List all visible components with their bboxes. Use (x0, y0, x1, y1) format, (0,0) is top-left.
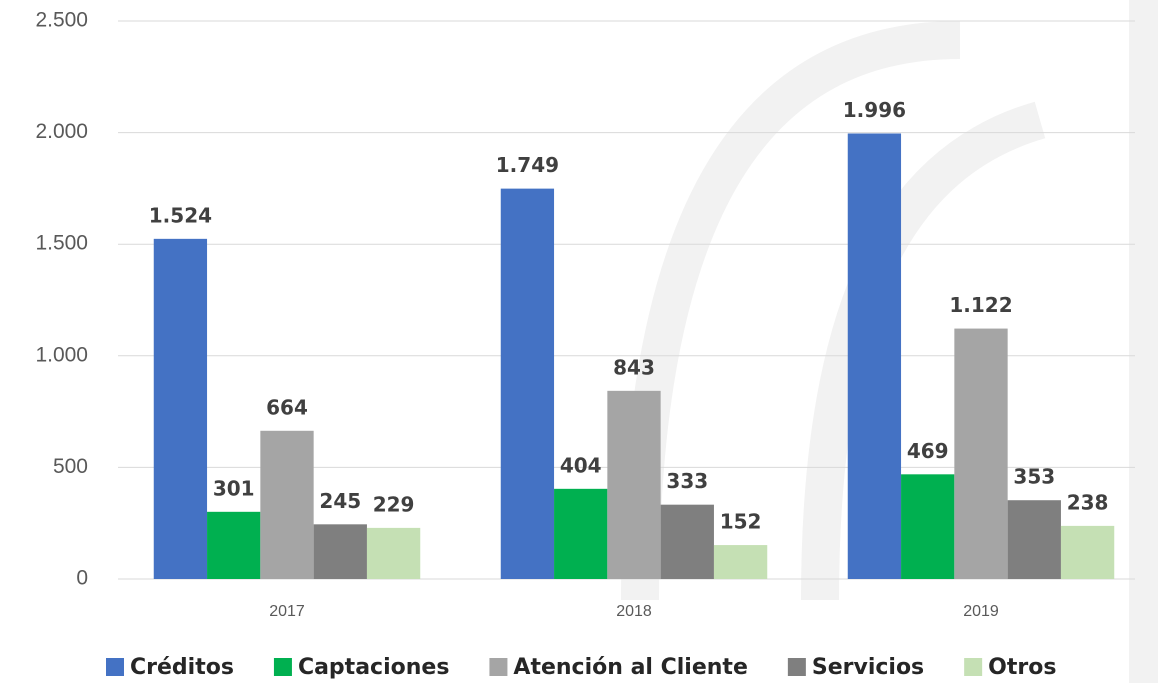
legend-label: Otros (988, 655, 1056, 680)
value-label: 664 (266, 395, 308, 419)
bar (1060, 525, 1115, 579)
bar (660, 504, 714, 579)
bar (954, 328, 1008, 579)
bar (847, 133, 902, 579)
legend-label: Atención al Cliente (513, 655, 747, 680)
legend-label: Servicios (812, 655, 924, 680)
value-label: 333 (666, 469, 708, 493)
legend-label: Captaciones (298, 655, 449, 680)
value-label: 229 (373, 492, 415, 516)
value-label: 301 (213, 476, 255, 500)
value-label: 1.524 (149, 203, 212, 227)
y-tick-label: 1.000 (35, 343, 88, 366)
bar (901, 474, 955, 579)
y-tick-label: 0 (76, 567, 88, 590)
bar (260, 430, 314, 579)
y-tick-label: 1.500 (35, 232, 88, 255)
value-label: 404 (560, 453, 602, 477)
value-label: 1.996 (843, 98, 906, 122)
x-tick-label: 2017 (269, 603, 305, 620)
value-label: 1.122 (949, 293, 1012, 317)
bar (207, 511, 261, 579)
legend-label: Créditos (130, 655, 234, 680)
bar (607, 390, 661, 579)
value-label: 353 (1013, 465, 1055, 489)
legend-swatch (273, 658, 292, 676)
y-tick-label: 500 (53, 455, 88, 478)
value-label: 238 (1067, 490, 1109, 514)
legend-swatch (106, 658, 124, 676)
bar (1007, 500, 1061, 579)
bar (153, 238, 208, 579)
legend-swatch (787, 658, 806, 676)
y-tick-label: 2.500 (35, 9, 88, 32)
bar (500, 188, 555, 579)
legend-swatch (964, 658, 983, 676)
bar (554, 488, 608, 579)
legend-swatch (489, 658, 508, 676)
x-tick-label: 2018 (616, 603, 652, 620)
value-label: 469 (907, 439, 949, 463)
bar (313, 524, 367, 579)
value-label: 1.749 (496, 153, 559, 177)
x-tick-label: 2019 (963, 603, 999, 620)
y-tick-label: 2.000 (35, 120, 88, 143)
value-label: 245 (319, 489, 361, 513)
bar (366, 527, 421, 579)
bar (713, 545, 768, 579)
value-label: 152 (720, 510, 762, 534)
value-label: 843 (613, 355, 655, 379)
